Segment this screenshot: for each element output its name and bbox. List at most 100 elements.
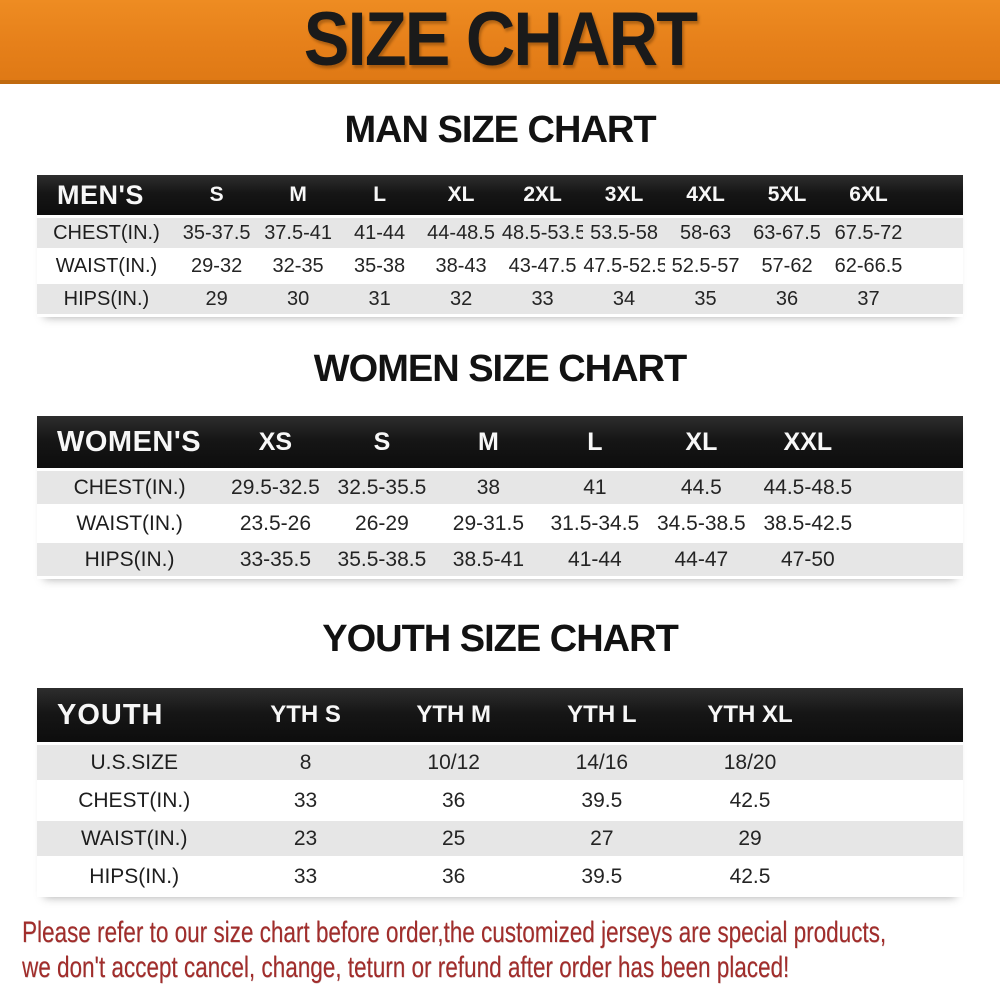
size-value-cell: 33 (501, 284, 584, 314)
size-value-cell: 35-37.5 (175, 218, 258, 248)
size-value-cell: 29-31.5 (435, 507, 542, 540)
size-value-cell: 29 (175, 284, 258, 314)
size-value-cell: 44-48.5 (420, 218, 502, 248)
size-column-header: 3XL (583, 175, 665, 215)
size-column-header: M (435, 416, 542, 468)
size-value-cell: 30 (257, 284, 339, 314)
size-column-header: L (338, 175, 421, 215)
row-spacer (861, 543, 963, 576)
size-value-cell: 47.5-52.5 (583, 251, 665, 281)
row-spacer (824, 783, 963, 818)
size-value-cell: 36 (379, 859, 528, 894)
table-row: CHEST(IN.) 33 36 39.5 42.5 (37, 783, 963, 818)
table-header-row: MEN'S S M L XL 2XL 3XL 4XL 5XL 6XL (37, 175, 963, 215)
disclaimer-line-1: Please refer to our size chart before or… (22, 916, 887, 949)
size-column-header: L (541, 416, 649, 468)
size-value-cell: 41-44 (338, 218, 421, 248)
size-column-header: YTH L (527, 688, 676, 742)
size-value-cell: 38.5-42.5 (754, 507, 862, 540)
size-value-cell: 58-63 (664, 218, 747, 248)
size-value-cell: 43-47.5 (501, 251, 584, 281)
measurement-row-label: WAIST(IN.) (37, 507, 223, 540)
size-value-cell: 32.5-35.5 (328, 471, 436, 504)
men-chart-title: MAN SIZE CHART (344, 109, 656, 151)
table-header-row: WOMEN'S XS S M L XL XXL (37, 416, 963, 468)
size-value-cell: 57-62 (746, 251, 828, 281)
size-value-cell: 39.5 (527, 783, 676, 818)
size-value-cell: 39.5 (527, 859, 676, 894)
size-value-cell: 33 (231, 859, 380, 894)
size-value-cell: 29-32 (175, 251, 258, 281)
size-column-header: 2XL (501, 175, 584, 215)
row-spacer (824, 859, 963, 894)
measurement-row-label: HIPS(IN.) (37, 284, 176, 314)
row-spacer (909, 251, 963, 281)
size-value-cell: 67.5-72 (827, 218, 910, 248)
size-value-cell: 38 (435, 471, 542, 504)
measurement-row-label: HIPS(IN.) (37, 543, 223, 576)
measurement-row-label: CHEST(IN.) (37, 218, 176, 248)
size-value-cell: 36 (379, 783, 528, 818)
size-value-cell: 41 (541, 471, 649, 504)
table-row: WAIST(IN.) 23.5-26 26-29 29-31.5 31.5-34.5 34… (37, 507, 963, 540)
size-value-cell: 29.5-32.5 (222, 471, 329, 504)
size-value-cell: 32-35 (257, 251, 339, 281)
size-value-cell: 29 (675, 821, 825, 856)
measurement-row-label: WAIST(IN.) (37, 821, 232, 856)
size-value-cell: 62-66.5 (827, 251, 910, 281)
row-spacer (909, 218, 963, 248)
size-value-cell: 41-44 (541, 543, 649, 576)
table-category-label: WOMEN'S (37, 416, 223, 468)
table-row: CHEST(IN.) 29.5-32.5 32.5-35.5 38 41 44.5 44.5… (37, 471, 963, 504)
women-size-table: WOMEN'S XS S M L XL XXL CHEST(IN.) 29.5-32.5 32.5… (37, 413, 963, 579)
size-value-cell: 14/16 (527, 745, 676, 780)
row-spacer (861, 471, 963, 504)
table-row: WAIST(IN.) 29-32 32-35 35-38 38-43 43-47.5 47.… (37, 251, 963, 281)
size-column-header: YTH XL (675, 688, 825, 742)
size-column-header: 6XL (827, 175, 910, 215)
youth-chart-title: YOUTH SIZE CHART (322, 618, 679, 660)
row-spacer (824, 821, 963, 856)
table-header-row: YOUTH YTH S YTH M YTH L YTH XL (37, 688, 963, 742)
measurement-row-label: WAIST(IN.) (37, 251, 176, 281)
header-spacer (861, 416, 963, 468)
size-value-cell: 53.5-58 (583, 218, 665, 248)
size-value-cell: 33 (231, 783, 380, 818)
disclaimer: Please refer to our size chart before or… (0, 915, 1000, 985)
table-row: HIPS(IN.) 29 30 31 32 33 34 35 36 37 (37, 284, 963, 314)
size-column-header: 4XL (664, 175, 747, 215)
size-value-cell: 8 (231, 745, 380, 780)
banner: SIZE CHART (0, 0, 1000, 84)
women-chart-title: WOMEN SIZE CHART (313, 348, 687, 390)
table-row: CHEST(IN.) 35-37.5 37.5-41 41-44 44-48.5 48.5… (37, 218, 963, 248)
youth-size-table: YOUTH YTH S YTH M YTH L YTH XL U.S.SIZE 8 10/12… (37, 685, 963, 897)
table-category-label: YOUTH (37, 688, 232, 742)
size-value-cell: 37.5-41 (257, 218, 339, 248)
page-title: SIZE CHART (303, 0, 698, 82)
size-value-cell: 26-29 (328, 507, 436, 540)
measurement-row-label: U.S.SIZE (37, 745, 232, 780)
row-spacer (909, 284, 963, 314)
size-value-cell: 31.5-34.5 (541, 507, 649, 540)
measurement-row-label: CHEST(IN.) (37, 471, 223, 504)
row-spacer (861, 507, 963, 540)
size-value-cell: 42.5 (675, 783, 825, 818)
size-column-header: S (328, 416, 436, 468)
size-column-header: XL (420, 175, 502, 215)
table-row: HIPS(IN.) 33-35.5 35.5-38.5 38.5-41 41-44 44-… (37, 543, 963, 576)
disclaimer-line-2: we don't accept cancel, change, teturn o… (22, 951, 790, 984)
size-value-cell: 38.5-41 (435, 543, 542, 576)
row-spacer (824, 745, 963, 780)
size-value-cell: 34.5-38.5 (648, 507, 755, 540)
size-column-header: XL (648, 416, 755, 468)
size-value-cell: 35 (664, 284, 747, 314)
size-value-cell: 37 (827, 284, 910, 314)
size-value-cell: 35-38 (338, 251, 421, 281)
size-value-cell: 31 (338, 284, 421, 314)
header-spacer (909, 175, 963, 215)
size-value-cell: 27 (527, 821, 676, 856)
size-column-header: XXL (754, 416, 862, 468)
size-value-cell: 44.5-48.5 (754, 471, 862, 504)
header-spacer (824, 688, 963, 742)
